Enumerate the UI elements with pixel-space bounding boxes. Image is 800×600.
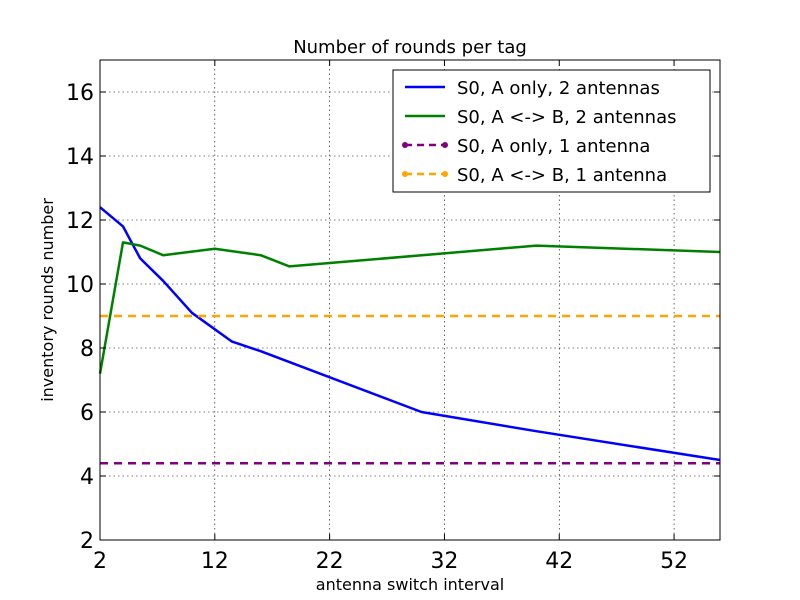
legend-label: S0, A only, 1 antenna: [457, 136, 650, 157]
legend-label: S0, A <-> B, 2 antennas: [457, 107, 677, 128]
legend: S0, A only, 2 antennas S0, A <-> B, 2 ant…: [392, 69, 711, 193]
y-axis: 2 4 6 8 10 12 14 16: [66, 81, 720, 554]
legend-label: S0, A only, 2 antennas: [457, 78, 660, 99]
x-tick-label: 22: [316, 549, 344, 574]
plot-area-frame: [99, 59, 721, 541]
x-tick-label: 52: [660, 549, 688, 574]
y-tick-label: 16: [66, 81, 94, 106]
y-tick-label: 10: [66, 273, 94, 298]
y-tick-label: 8: [80, 337, 94, 362]
series-line-2: [98, 241, 721, 374]
y-tick-label: 12: [66, 209, 94, 234]
y-tick-label: 2: [80, 529, 94, 554]
legend-item-1: S0, A only, 2 antennas: [405, 78, 660, 99]
x-axis-label: antenna switch interval: [316, 575, 504, 594]
legend-item-4: S0, A <-> B, 1 antenna: [402, 165, 667, 186]
x-tick-label: 32: [430, 549, 458, 574]
x-tick-label: 12: [201, 549, 229, 574]
y-axis-label: inventory rounds number: [38, 198, 57, 402]
x-tick-label: 42: [545, 549, 573, 574]
y-tick-label: 4: [80, 465, 94, 490]
x-tick-label: 2: [93, 549, 107, 574]
chart-title: Number of rounds per tag: [293, 37, 527, 58]
series-line-1: [99, 206, 721, 462]
y-tick-label: 6: [80, 401, 94, 426]
x-axis: 2 12 22 32 42 52: [93, 60, 688, 574]
legend-item-2: S0, A <-> B, 2 antennas: [405, 107, 677, 128]
legend-item-3: S0, A only, 1 antenna: [402, 136, 650, 157]
series-layer: [98, 206, 721, 465]
y-tick-label: 14: [66, 145, 94, 170]
legend-label: S0, A <-> B, 1 antenna: [457, 165, 667, 186]
